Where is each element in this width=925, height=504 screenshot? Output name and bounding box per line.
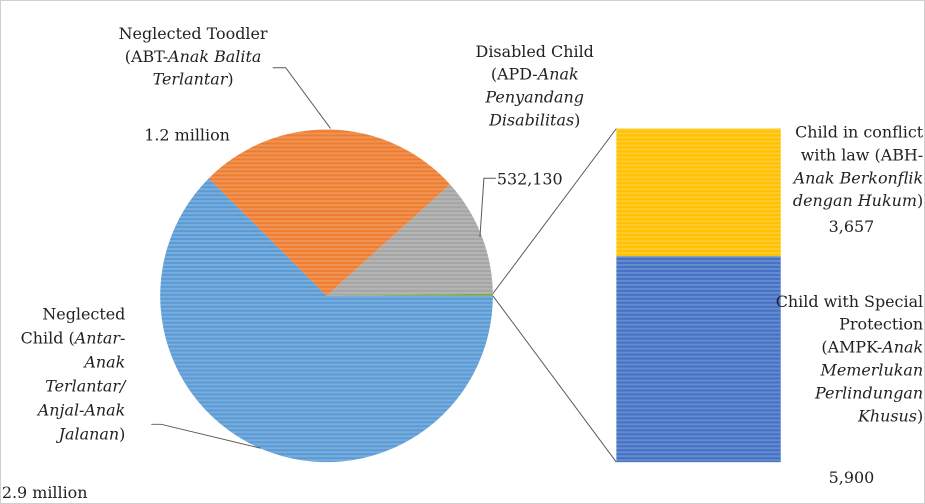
pie-bar-connectors [492,128,617,463]
pie-slice-texture-child-with-special-protection [326,293,493,296]
pie-slice-texture-disabled-child [326,184,493,296]
label-child-with-special-protection: Child with Special Protection (AMPK-Anak Me… [776,292,923,426]
value-neglected-child: 2.9 million [2,483,88,502]
stacked-bar-chart [616,128,781,463]
leader-line-neglected-child [151,423,261,449]
pie-slice-texture-neglected-toodler [208,129,451,296]
value-child-in-conflict-with-law: 3,657 [829,217,875,236]
label-child-in-conflict-with-law: Child in conflict with law (ABH-Anak Berk… [792,122,924,210]
leader-line-disabled-child [479,177,496,238]
label-disabled-child: Disabled Child (APD-Anak Penyandang Disabil… [476,42,594,130]
label-neglected-child: Neglected Child (Antar-Anak Terlantar/Anja… [21,305,127,444]
bar-segment-texture-child-in-conflict-with-law [616,128,781,257]
connector-line-top [492,128,617,294]
label-neglected-toodler: Neglected Toodler (ABT-Anak Balita Terlant… [119,24,268,89]
value-disabled-child: 532,130 [497,169,563,188]
value-child-with-special-protection: 5,900 [829,468,875,487]
connector-line-bottom [492,295,617,463]
value-neglected-toodler: 1.2 million [144,125,230,144]
pie-chart [160,129,493,463]
bar-segment-texture-child-with-special-protection [616,256,781,463]
pie-slice-texture-neglected-child [160,178,493,463]
data-labels: Neglected Toodler (ABT-Anak Balita Terlant… [2,24,924,502]
leader-lines [151,67,496,449]
leader-line-neglected-toodler [272,67,331,129]
